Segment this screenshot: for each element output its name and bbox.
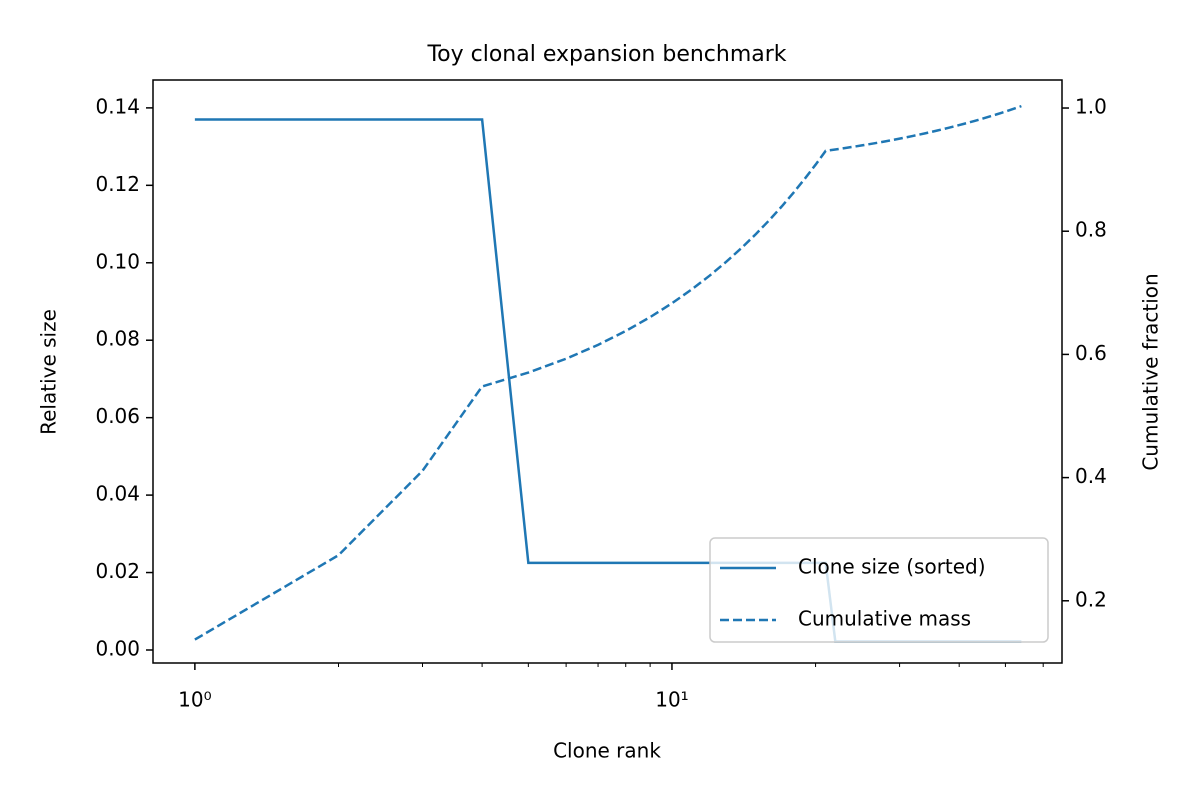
y-tick-label: 0.12 xyxy=(95,172,140,196)
series-line xyxy=(194,104,1022,641)
x-axis-label: Clone rank xyxy=(553,739,661,763)
legend-box xyxy=(709,537,1049,643)
y2-tick-label: 0.4 xyxy=(1075,464,1107,488)
y-tick-label: 0.00 xyxy=(95,636,140,660)
axes-frame xyxy=(152,79,1063,664)
y-tick-label: 0.10 xyxy=(95,249,140,273)
y2-tick-label: 0.2 xyxy=(1075,587,1107,611)
y-tick-label: 0.14 xyxy=(95,94,140,118)
y2-tick-label: 1.0 xyxy=(1075,95,1107,119)
y2-tick-label: 0.8 xyxy=(1075,218,1107,242)
y-tick-label: 0.08 xyxy=(95,327,140,351)
y2-tick-label: 0.6 xyxy=(1075,341,1107,365)
y-tick-label: 0.04 xyxy=(95,482,140,506)
chart-title: Toy clonal expansion benchmark xyxy=(426,42,786,67)
x-tick-label: 10¹ xyxy=(655,688,688,712)
x-tick-label: 10⁰ xyxy=(178,688,211,712)
y-tick-label: 0.06 xyxy=(95,404,140,428)
legend-label: Clone size (sorted) xyxy=(798,555,986,579)
y-tick-label: 0.02 xyxy=(95,559,140,583)
y-axis-label: Relative size xyxy=(37,309,61,435)
legend-label: Cumulative mass xyxy=(798,607,971,631)
y2-axis-label: Cumulative fraction xyxy=(1139,273,1163,470)
